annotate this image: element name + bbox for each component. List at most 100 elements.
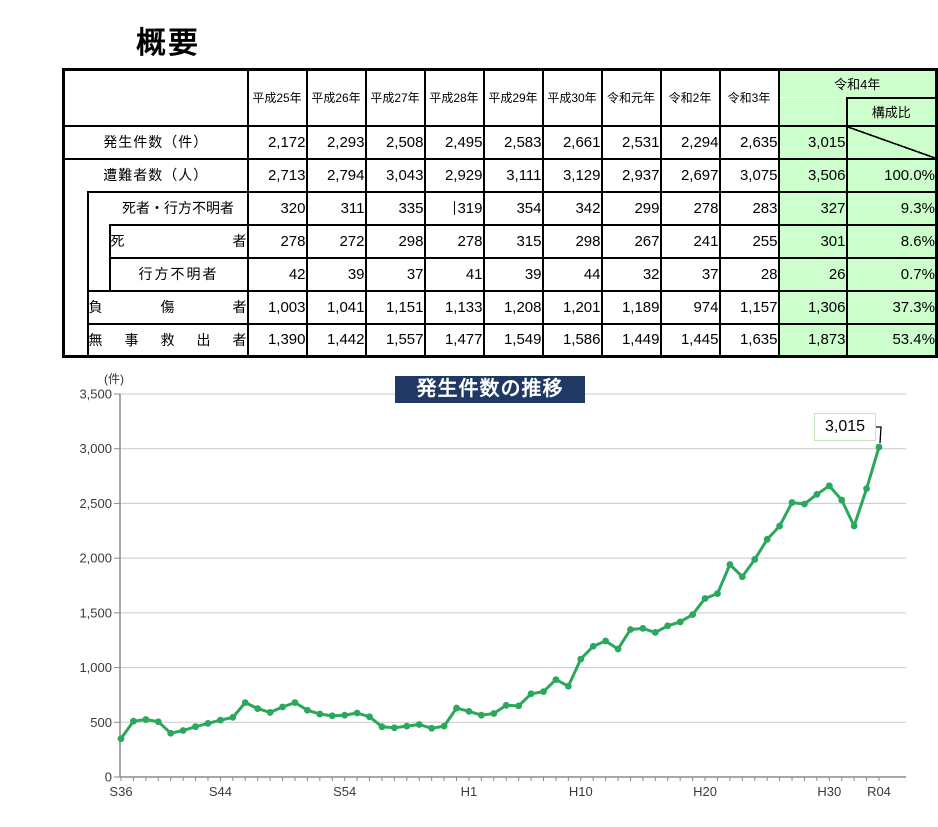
data-point bbox=[179, 727, 187, 734]
data-point bbox=[850, 522, 858, 530]
value-cell: 342 bbox=[541, 190, 603, 226]
value-cell: 298 bbox=[541, 223, 603, 259]
value-cell: 37 bbox=[364, 256, 426, 292]
table-row: 死者・行方不明者 320 311 335 319 354 342 299 278 283 327 9.… bbox=[62, 190, 938, 226]
data-point bbox=[477, 711, 485, 719]
data-point bbox=[291, 699, 299, 706]
data-point bbox=[204, 719, 212, 727]
value-cell: 28 bbox=[718, 256, 780, 292]
x-tick-label: R04 bbox=[867, 784, 891, 799]
data-point bbox=[428, 724, 436, 732]
data-point bbox=[689, 611, 697, 619]
year-header-7: 令和2年 bbox=[659, 68, 721, 127]
stats-table: 平成25年 平成26年 平成27年 平成28年 平成29年 平成30年 令和元年 令和2年 令和… bbox=[62, 68, 938, 358]
data-point bbox=[415, 721, 423, 728]
header-row: 平成25年 平成26年 平成27年 平成28年 平成29年 平成30年 令和元年 令和2年 令和… bbox=[62, 68, 938, 127]
header-row-2: 構成比 bbox=[64, 96, 938, 127]
data-point bbox=[241, 699, 249, 706]
data-point bbox=[154, 718, 162, 726]
value-cell: 1,390 bbox=[246, 322, 308, 358]
data-point bbox=[142, 716, 150, 723]
value-cell: 32 bbox=[600, 256, 662, 292]
data-point bbox=[676, 618, 684, 626]
indent-guide bbox=[62, 224, 89, 258]
y-tick-label: 500 bbox=[90, 715, 112, 730]
chart-title: 発生件数の推移 bbox=[395, 376, 585, 403]
data-point bbox=[577, 655, 585, 663]
value-cell: 1,003 bbox=[246, 289, 308, 325]
data-point bbox=[353, 709, 361, 717]
indent-guide bbox=[86, 224, 111, 258]
value-cell: 319 bbox=[423, 190, 485, 226]
data-point bbox=[266, 709, 274, 716]
data-point bbox=[602, 637, 610, 645]
data-point bbox=[751, 556, 759, 563]
data-point bbox=[701, 595, 709, 602]
data-point bbox=[738, 573, 746, 581]
value-cell: 3,129 bbox=[541, 157, 603, 193]
data-point bbox=[714, 590, 721, 597]
value-cell: 1,442 bbox=[305, 322, 367, 358]
row-label: 無事救出者 bbox=[86, 322, 249, 358]
data-point bbox=[552, 676, 560, 684]
value-cell: 41 bbox=[423, 256, 485, 292]
x-tick-label: S44 bbox=[209, 784, 232, 799]
data-point bbox=[217, 716, 224, 724]
indent-guide bbox=[86, 190, 110, 225]
value-cell: 278 bbox=[246, 223, 308, 259]
value-cell: 1,157 bbox=[718, 289, 780, 325]
x-tick-label: S54 bbox=[333, 784, 356, 799]
value-cell: 311 bbox=[305, 190, 367, 226]
x-tick-label: H30 bbox=[817, 784, 841, 799]
indent-guide bbox=[62, 257, 89, 291]
value-cell: 1,201 bbox=[541, 289, 603, 325]
row-label: 行方不明者 bbox=[108, 256, 249, 292]
ratio-cell: 0.7% bbox=[845, 256, 938, 292]
y-tick-label: 2,500 bbox=[79, 496, 112, 511]
y-tick-label: 0 bbox=[105, 770, 112, 785]
value-cell: 2,508 bbox=[364, 124, 426, 160]
data-point bbox=[515, 702, 523, 710]
value-cell: 2,495 bbox=[423, 124, 485, 160]
value-cell: 335 bbox=[364, 190, 426, 226]
data-point bbox=[763, 535, 771, 543]
y-tick-label: 3,500 bbox=[79, 387, 112, 402]
value-cell: 2,294 bbox=[659, 124, 721, 160]
data-point bbox=[117, 735, 125, 743]
row-label: 死者・行方不明者 bbox=[108, 190, 249, 226]
reiwa4-header-spacer bbox=[777, 97, 848, 127]
data-point bbox=[726, 561, 734, 568]
data-point bbox=[279, 703, 286, 711]
value-cell: 2,661 bbox=[541, 124, 603, 160]
data-point bbox=[614, 645, 622, 653]
y-tick-label: 1,000 bbox=[79, 660, 112, 675]
data-point bbox=[465, 707, 473, 715]
value-cell: 320 bbox=[246, 190, 308, 226]
value-cell: 2,794 bbox=[305, 157, 367, 193]
value-cell: 278 bbox=[659, 190, 721, 226]
x-tick-label: H20 bbox=[693, 784, 717, 799]
value-cell: 272 bbox=[305, 223, 367, 259]
value-cell: 1,477 bbox=[423, 322, 485, 358]
value-cell: 3,111 bbox=[482, 157, 544, 193]
ratio-cell: 100.0% bbox=[845, 157, 938, 193]
page-title: 概要 bbox=[136, 27, 200, 60]
value-cell: 2,531 bbox=[600, 124, 662, 160]
value-cell: 2,713 bbox=[246, 157, 308, 193]
data-point bbox=[527, 690, 535, 698]
value-cell: 278 bbox=[423, 223, 485, 259]
value-cell: 1,151 bbox=[364, 289, 426, 325]
year-header-5: 平成30年 bbox=[541, 68, 603, 127]
data-point bbox=[303, 706, 311, 714]
table-row: 無事救出者 1,390 1,442 1,557 1,477 1,549 1,586 1,449… bbox=[62, 322, 938, 358]
data-point bbox=[130, 717, 137, 725]
data-point bbox=[651, 629, 659, 636]
data-point bbox=[540, 688, 547, 696]
data-point bbox=[589, 642, 597, 650]
data-point bbox=[776, 522, 783, 530]
data-point bbox=[366, 713, 373, 721]
value-cell: 1,635 bbox=[718, 322, 780, 358]
value-cell: 3,043 bbox=[364, 157, 426, 193]
y-axis-unit-label: (件) bbox=[104, 372, 124, 386]
x-tick-label: S36 bbox=[109, 784, 132, 799]
